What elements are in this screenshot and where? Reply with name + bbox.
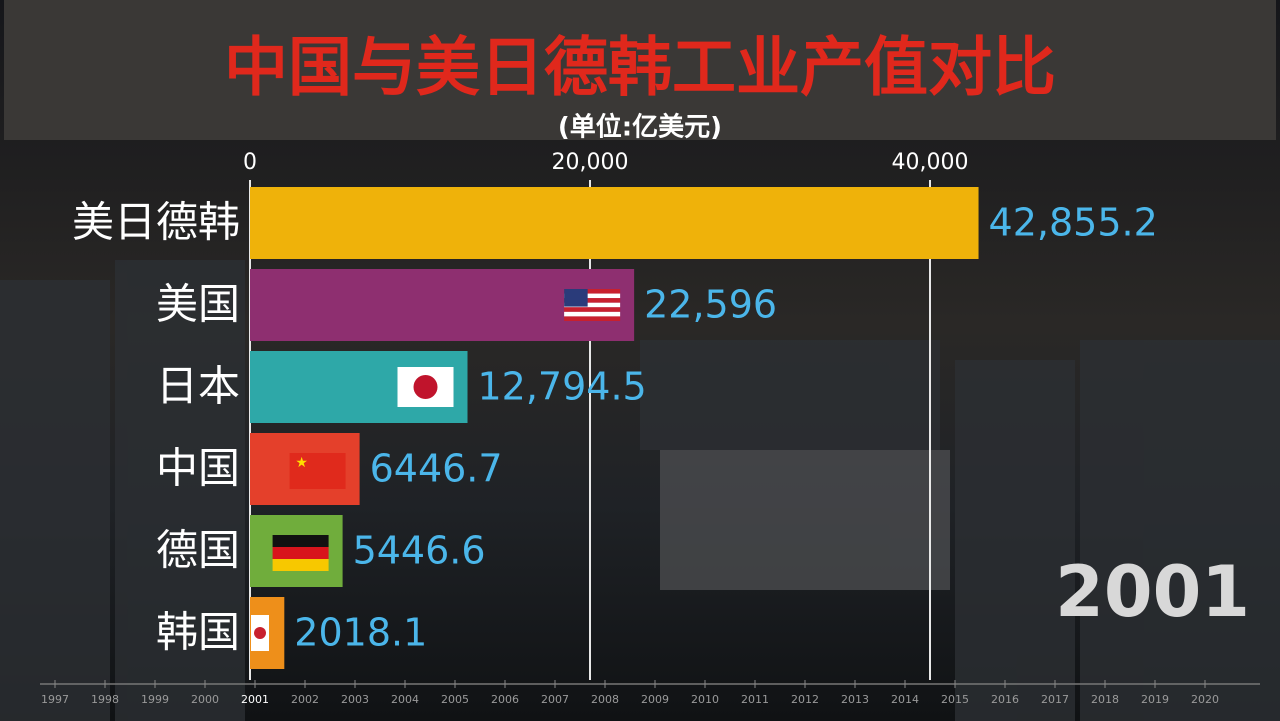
timeline-label: 2020 [1191, 693, 1219, 706]
flag-icon [397, 367, 454, 407]
timeline-label: 2013 [841, 693, 869, 706]
x-tick-label: 40,000 [892, 150, 969, 175]
y-tick-label: 美日德韩 [72, 198, 240, 247]
value-label: 22,596 [644, 283, 777, 327]
timeline-label: 2010 [691, 693, 719, 706]
timeline-label: 2003 [341, 693, 369, 706]
flag-icon: ★ [289, 453, 346, 489]
timeline-label: 1999 [141, 693, 169, 706]
timeline-label: 2000 [191, 693, 219, 706]
x-tick-label: 20,000 [552, 150, 629, 175]
timeline-label: 2017 [1041, 693, 1069, 706]
value-label: 5446.6 [353, 529, 486, 573]
bar [250, 187, 979, 259]
timeline-label: 2019 [1141, 693, 1169, 706]
flag-icon [272, 535, 329, 571]
flag-stripe [564, 289, 621, 294]
chart-subtitle: (单位:亿美元) [558, 112, 722, 143]
flag-disc [254, 627, 266, 639]
flag-stripe [272, 535, 329, 547]
y-tick-label: 韩国 [156, 608, 240, 657]
timeline-label: 1997 [41, 693, 69, 706]
chart-title: 中国与美日德韩工业产值对比 [224, 32, 1056, 106]
flag-disc [413, 375, 438, 399]
title-band [4, 0, 1276, 140]
flag-stripe [564, 302, 621, 308]
timeline-label: 2016 [991, 693, 1019, 706]
value-label: 6446.7 [370, 447, 503, 491]
timeline-label: 2011 [741, 693, 769, 706]
value-label: 12,794.5 [478, 365, 647, 409]
flag-stripe [564, 311, 621, 317]
timeline-label: 2008 [591, 693, 619, 706]
year-label: 2001 [1055, 551, 1250, 633]
flag-stripe [564, 316, 621, 321]
flag-field [289, 453, 346, 489]
timeline-label: 2005 [441, 693, 469, 706]
value-label: 2018.1 [294, 611, 427, 655]
flag-stripe [272, 547, 329, 559]
y-tick-label: 日本 [156, 362, 240, 411]
timeline-label: 2004 [391, 693, 419, 706]
timeline-label: 2015 [941, 693, 969, 706]
flag-stripe [272, 559, 329, 571]
timeline-label: 2012 [791, 693, 819, 706]
timeline-label: 1998 [91, 693, 119, 706]
flag-canton [564, 289, 588, 307]
timeline-label: 2014 [891, 693, 919, 706]
timeline-label: 2007 [541, 693, 569, 706]
y-tick-label: 德国 [156, 526, 240, 575]
flag-stripe [564, 298, 621, 303]
timeline-label: 2018 [1091, 693, 1119, 706]
y-tick-label: 中国 [156, 444, 240, 493]
city-silhouette [0, 260, 1280, 721]
timeline-label: 2001 [241, 693, 269, 706]
flag-stripe [564, 293, 621, 299]
flag-stripe [564, 307, 621, 312]
timeline-label: 2002 [291, 693, 319, 706]
flag-icon [564, 289, 621, 321]
y-tick-label: 美国 [156, 280, 240, 329]
timeline-label: 2009 [641, 693, 669, 706]
value-label: 42,855.2 [989, 201, 1158, 245]
flag-icon [251, 615, 269, 651]
flag-star: ★ [295, 455, 308, 471]
timeline-label: 2006 [491, 693, 519, 706]
x-tick-label: 0 [243, 150, 257, 175]
